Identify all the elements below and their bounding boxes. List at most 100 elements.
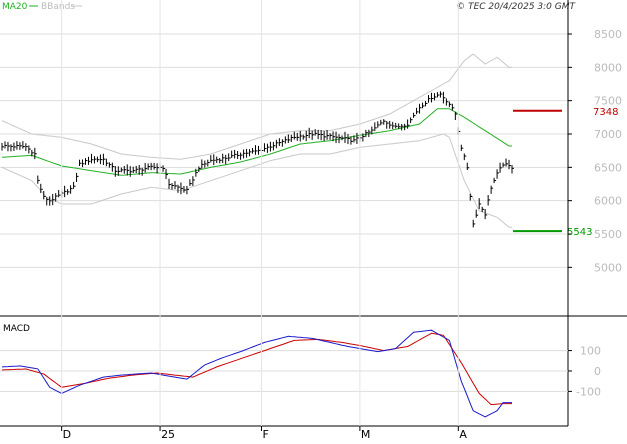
candle <box>171 182 174 190</box>
time-tick-label: F <box>262 428 268 440</box>
candle <box>320 130 324 141</box>
resistance-label: 7348 <box>593 107 618 118</box>
bbands-lower-line <box>1 133 512 228</box>
candle <box>427 95 431 103</box>
candle <box>338 134 342 144</box>
macd-line <box>1 329 512 418</box>
candle <box>266 143 270 153</box>
candle <box>484 209 488 220</box>
candle <box>213 154 216 166</box>
candle <box>177 184 180 193</box>
candle <box>383 119 386 125</box>
candle <box>25 143 28 151</box>
candle <box>499 162 503 173</box>
candle <box>284 136 288 144</box>
support-label: 5543 <box>567 227 592 238</box>
candle <box>442 91 446 104</box>
price-tick-label: 8000 <box>594 61 622 74</box>
candle <box>165 168 169 180</box>
candle <box>79 159 82 167</box>
candle <box>210 155 213 163</box>
candle <box>13 142 16 151</box>
candle <box>132 166 136 174</box>
candle <box>419 103 422 114</box>
candle <box>4 141 7 149</box>
candle <box>323 130 327 142</box>
candle <box>7 141 10 152</box>
candle <box>234 149 237 159</box>
candle <box>16 141 19 150</box>
candle <box>469 193 473 201</box>
candle <box>404 123 407 131</box>
candle <box>207 159 210 167</box>
bollinger-bands <box>1 53 512 228</box>
candle <box>82 159 85 168</box>
candle <box>58 190 61 198</box>
time-axis-ticks: D 25 F M A <box>61 0 467 441</box>
candle <box>123 165 127 174</box>
candle <box>296 132 300 141</box>
candle <box>433 93 437 101</box>
candle <box>466 162 470 171</box>
candle <box>371 126 374 135</box>
candle <box>505 158 509 167</box>
candle <box>174 181 177 190</box>
candle <box>231 150 234 158</box>
candle <box>356 132 359 144</box>
candle <box>129 166 133 177</box>
candle <box>67 189 70 195</box>
candle <box>389 120 392 129</box>
candle <box>377 121 380 128</box>
candle <box>475 209 479 218</box>
candle <box>90 153 94 164</box>
candle <box>102 153 106 165</box>
candle <box>368 129 371 138</box>
candle <box>64 185 67 198</box>
price-gridlines <box>0 33 568 268</box>
candle <box>37 175 40 184</box>
candle <box>436 92 440 98</box>
candle <box>293 131 297 140</box>
macd-tick-label: 100 <box>580 345 601 358</box>
candle <box>204 160 207 168</box>
candle <box>508 159 512 170</box>
candle <box>299 130 303 142</box>
ma20-line <box>1 108 512 176</box>
candle <box>252 147 255 154</box>
candle <box>1 142 4 151</box>
candle <box>153 162 157 170</box>
candle <box>141 167 145 176</box>
time-tick-label: 25 <box>161 428 175 440</box>
candle <box>216 156 219 163</box>
candle <box>413 112 416 118</box>
candle <box>46 197 49 206</box>
candle <box>28 145 31 154</box>
price-tick-label: 5500 <box>594 228 622 241</box>
candle <box>398 123 401 129</box>
candle <box>70 185 73 194</box>
candle <box>386 121 389 129</box>
candle <box>183 186 186 193</box>
candle <box>302 134 306 140</box>
candle <box>246 148 249 158</box>
candle <box>278 138 282 146</box>
candle <box>490 185 494 194</box>
candle <box>108 162 112 168</box>
candle <box>87 156 91 165</box>
price-tick-label: 7000 <box>594 128 622 141</box>
time-tick-label: M <box>361 428 371 440</box>
candle <box>19 142 22 150</box>
copyright-timestamp: © TEC 20/4/2025 3:0 GMT <box>456 2 576 12</box>
candle <box>243 149 246 159</box>
candle <box>401 123 404 131</box>
candle <box>335 131 339 144</box>
candle <box>308 127 312 139</box>
candle <box>135 165 139 174</box>
candle <box>481 206 485 213</box>
macd-tick-label: 0 <box>594 365 601 378</box>
macd-tick-label: -100 <box>576 385 601 398</box>
candle <box>502 162 506 168</box>
macd-axis-ticks: 100 0 -100 <box>568 345 601 398</box>
